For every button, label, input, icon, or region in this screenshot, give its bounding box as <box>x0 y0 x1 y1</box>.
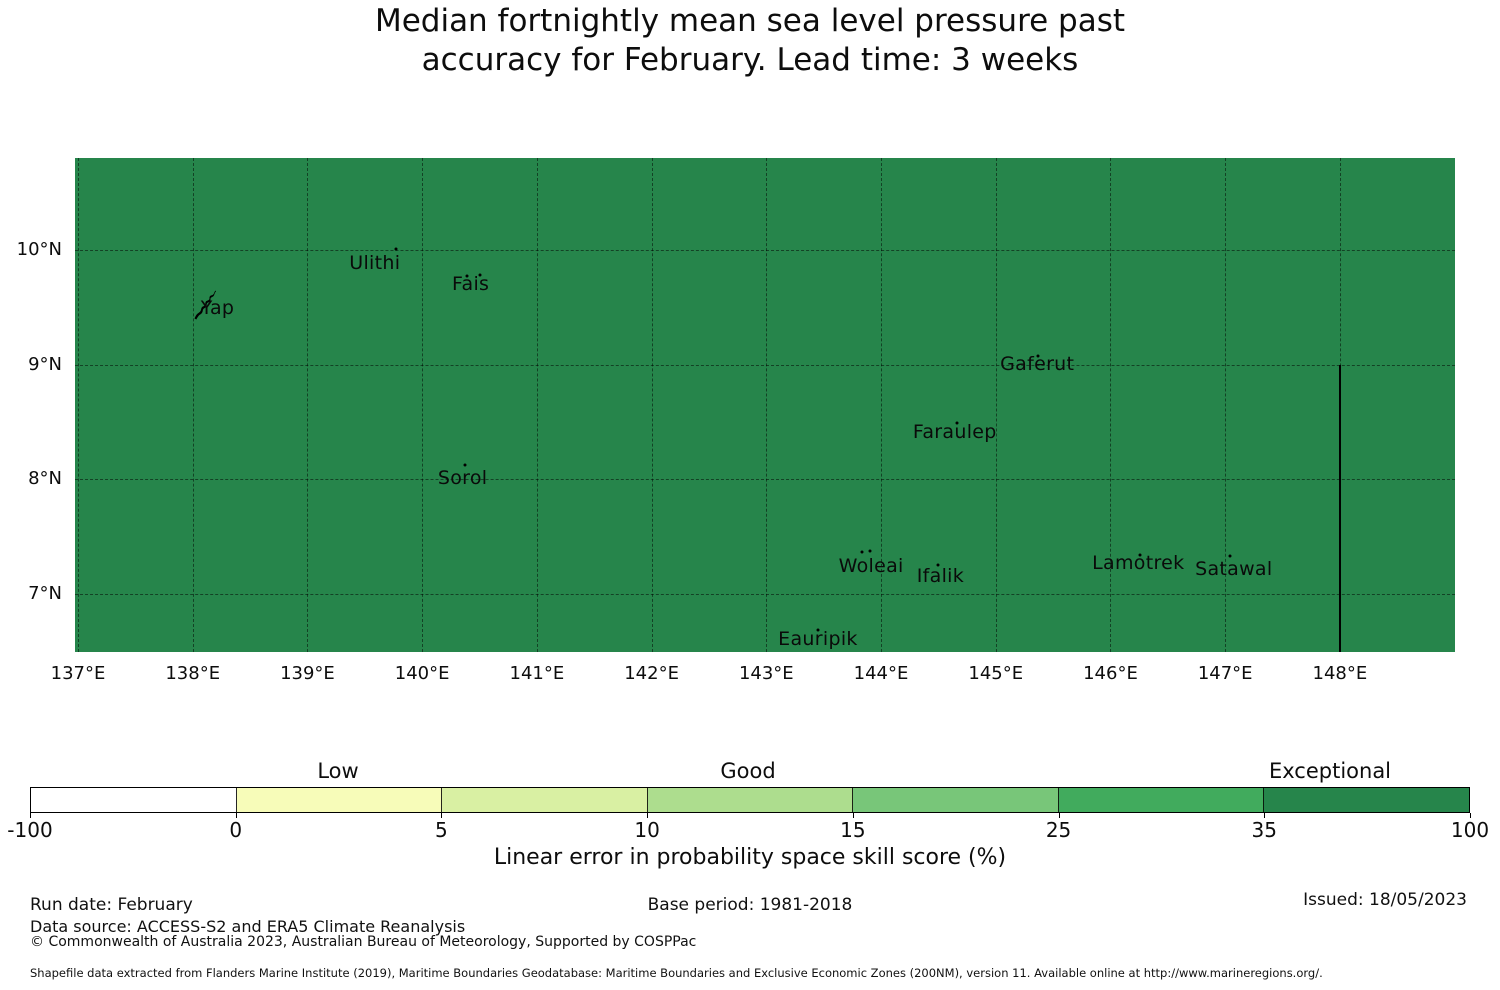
colorbar-tick-label: 15 <box>840 818 866 842</box>
colorbar-segment <box>31 788 237 812</box>
y-axis-tick-label: 9°N <box>28 353 62 375</box>
eez-boundary-line <box>1338 364 1341 652</box>
island-dot <box>1228 554 1232 558</box>
x-axis-tick-label: 145°E <box>968 663 1024 684</box>
colorbar-tick <box>1470 813 1471 818</box>
x-axis-tick-label: 137°E <box>50 663 106 684</box>
longitude-gridline <box>1110 158 1112 652</box>
colorbar-tick <box>647 813 649 818</box>
colorbar-tick <box>1058 813 1060 818</box>
island-label-faraulep: Faraulep <box>912 421 997 444</box>
colorbar-segment <box>442 788 648 812</box>
colorbar-category-label: Good <box>720 759 776 783</box>
latitude-gridline <box>75 364 1455 366</box>
longitude-gridline <box>766 158 768 652</box>
figure-title-line1: Median fortnightly mean sea level pressu… <box>374 3 1126 39</box>
island-label-satawal: Satawal <box>1195 558 1273 581</box>
colorbar-category-label: Low <box>317 759 359 783</box>
colorbar-label: Linear error in probability space skill … <box>493 845 1007 870</box>
colorbar-bar <box>30 787 1470 813</box>
colorbar-tick <box>852 813 854 818</box>
island-dot <box>1138 553 1142 557</box>
x-axis-tick-label: 141°E <box>509 663 565 684</box>
island-label-sorol: Sorol <box>437 466 488 489</box>
longitude-gridline <box>536 158 538 652</box>
x-axis-tick-label: 144°E <box>853 663 909 684</box>
colorbar-tick <box>441 813 443 818</box>
colorbar-tick-label: 100 <box>1450 818 1490 842</box>
longitude-gridline <box>78 158 79 652</box>
island-dot <box>955 421 959 425</box>
colorbar-segment <box>236 788 443 812</box>
y-axis-tick-label: 7°N <box>28 583 62 605</box>
island-dot <box>1036 354 1040 358</box>
longitude-gridline <box>422 158 424 652</box>
island-outline-icon <box>194 290 217 320</box>
y-axis-tick-label: 10°N <box>16 239 62 260</box>
x-axis-tick-label: 146°E <box>1083 663 1138 684</box>
longitude-gridline <box>651 158 653 652</box>
map-canvas: Yap Ulithi Fais Sorol Gaferut Faraulep Woleai I… <box>75 158 1455 652</box>
issued-date-text: Issued: 18/05/2023 <box>1303 890 1467 910</box>
island-dot <box>816 628 820 632</box>
yap-island-shape <box>194 290 218 320</box>
longitude-gridline <box>192 158 194 652</box>
island-dot <box>394 247 398 251</box>
colorbar-segment <box>1264 788 1470 812</box>
y-axis-tick-label: 8°N <box>28 468 62 490</box>
island-dot <box>463 463 467 467</box>
island-dot <box>936 563 940 567</box>
colorbar-tick-label: -100 <box>7 818 53 842</box>
island-label-gaferut: Gaferut <box>1000 352 1075 375</box>
colorbar-category-label: Exceptional <box>1268 759 1392 783</box>
island-label-fais: Fais <box>452 273 490 296</box>
shapefile-attribution-text: Shapefile data extracted from Flanders M… <box>30 966 1323 980</box>
data-source-text: Data source: ACCESS-S2 and ERA5 Climate … <box>30 917 466 936</box>
figure-title: Median fortnightly mean sea level pressu… <box>0 2 1500 80</box>
island-label-ulithi: Ulithi <box>349 251 401 274</box>
island-dot <box>860 550 864 554</box>
colorbar-tick-label: 5 <box>435 818 448 842</box>
island-dot <box>465 274 469 278</box>
island-dot <box>868 549 872 553</box>
colorbar-tick <box>1264 813 1266 818</box>
figure-title-line2: accuracy for February. Lead time: 3 week… <box>421 42 1079 78</box>
copyright-text: © Commonwealth of Australia 2023, Austra… <box>30 934 697 950</box>
x-axis-tick-label: 138°E <box>165 663 221 684</box>
x-axis-tick-label: 142°E <box>624 663 679 684</box>
x-axis-tick-label: 139°E <box>280 663 335 684</box>
x-axis-tick-label: 148°E <box>1312 663 1368 684</box>
x-axis-tick-label: 143°E <box>738 663 794 684</box>
island-label-woleai: Woleai <box>838 554 904 577</box>
colorbar-tick-label: 25 <box>1045 818 1072 842</box>
x-axis-tick-label: 140°E <box>394 663 450 684</box>
latitude-gridline <box>75 250 1455 251</box>
longitude-gridline <box>995 158 997 652</box>
latitude-gridline <box>75 594 1455 596</box>
colorbar-tick-label: 35 <box>1251 818 1277 842</box>
run-date-text: Run date: February <box>30 895 193 915</box>
colorbar-tick <box>235 813 237 818</box>
island-label-eauripik: Eauripik <box>778 627 858 650</box>
colorbar-tick-label: 10 <box>634 818 660 842</box>
longitude-gridline <box>1225 158 1227 652</box>
latitude-gridline <box>75 479 1455 481</box>
island-label-ifalik: Ifalik <box>916 565 965 588</box>
island-label-lamotrek: Lamotrek <box>1092 552 1185 575</box>
colorbar-segment <box>647 788 854 812</box>
colorbar-segment <box>1058 788 1265 812</box>
colorbar-segment <box>853 788 1059 812</box>
base-period-text: Base period: 1981-2018 <box>647 895 853 915</box>
longitude-gridline <box>881 158 883 652</box>
x-axis-tick-label: 147°E <box>1197 663 1253 684</box>
island-dot <box>478 273 482 277</box>
longitude-gridline <box>307 158 309 652</box>
island-label-yap: Yap <box>200 297 235 320</box>
colorbar-tick <box>30 813 31 818</box>
colorbar-tick-label: 0 <box>229 818 243 842</box>
